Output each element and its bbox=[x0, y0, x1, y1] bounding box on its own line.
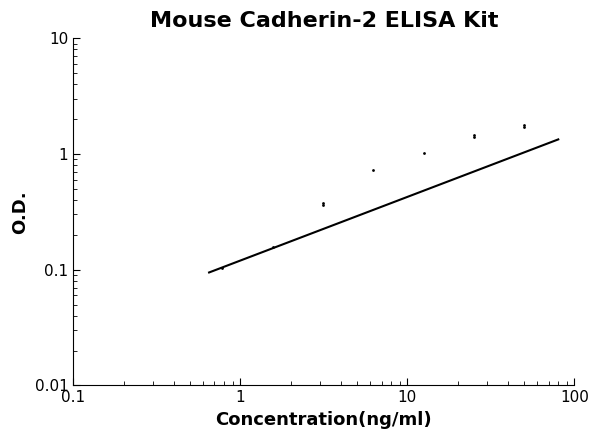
Title: Mouse Cadherin-2 ELISA Kit: Mouse Cadherin-2 ELISA Kit bbox=[149, 11, 498, 31]
Y-axis label: O.D.: O.D. bbox=[11, 190, 29, 234]
X-axis label: Concentration(ng/ml): Concentration(ng/ml) bbox=[215, 411, 432, 429]
